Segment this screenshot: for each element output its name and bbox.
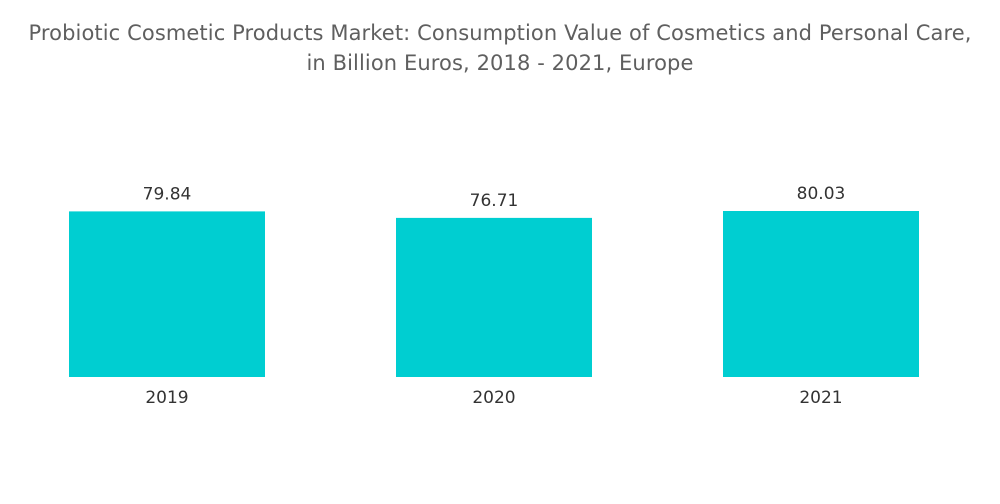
value-labels-layer: 79.84 76.71 80.03 <box>143 184 846 211</box>
value-label-2019: 79.84 <box>143 184 192 204</box>
bar-2021 <box>723 211 919 377</box>
x-tick-labels-layer: 2019 2020 2021 <box>145 388 842 408</box>
value-label-2020: 76.71 <box>470 191 519 211</box>
bar-2019 <box>69 211 265 377</box>
x-tick-label-2020: 2020 <box>472 388 515 408</box>
bars-layer <box>69 211 919 377</box>
chart-subtitle: in Billion Euros, 2018 - 2021, Europe <box>306 51 694 75</box>
x-tick-label-2021: 2021 <box>799 388 842 408</box>
x-tick-label-2019: 2019 <box>145 388 188 408</box>
chart-title: Probiotic Cosmetic Products Market: Cons… <box>28 21 972 45</box>
chart-title-block: Probiotic Cosmetic Products Market: Cons… <box>0 18 1000 78</box>
value-label-2021: 80.03 <box>797 184 846 204</box>
bar-2020 <box>396 217 592 377</box>
